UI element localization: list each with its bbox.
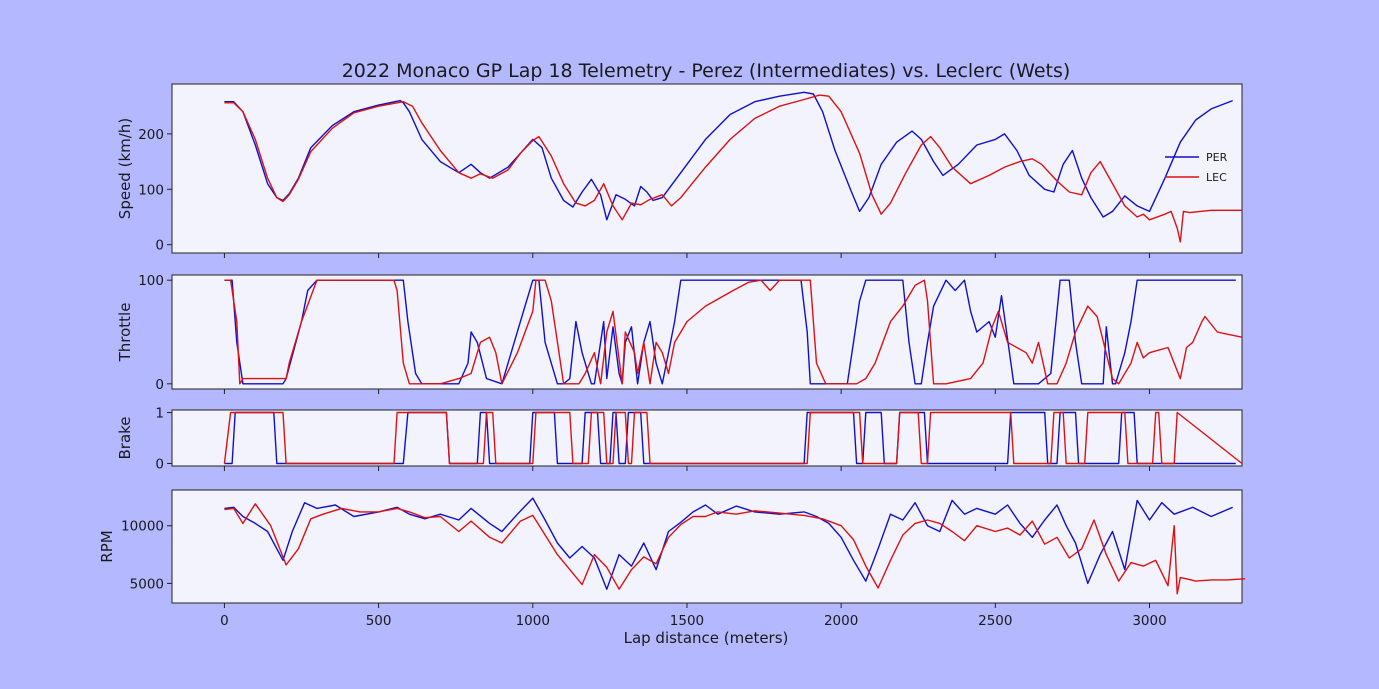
x-tick-label: 500 [366, 613, 392, 629]
panel-frame [171, 489, 1243, 604]
series-line-per [224, 411, 1236, 465]
x-tick-label: 1500 [670, 613, 704, 629]
y-axis-label: RPM [98, 530, 116, 562]
panel-frame [171, 409, 1243, 467]
y-tick-label: 100 [138, 273, 164, 289]
y-axis-label: Brake [116, 416, 134, 459]
panel-3: 5000 10000 0 500 1000 1500 2000 2500 3000 RPM [98, 489, 1246, 629]
series-line-lec [224, 503, 1246, 595]
y-tick-label: 0 [155, 377, 164, 393]
panel-frame [171, 274, 1243, 390]
x-tick-label: 3000 [1132, 613, 1166, 629]
x-tick-label: 2000 [824, 613, 858, 629]
series-line-per [224, 279, 1236, 385]
x-tick-label: 1000 [516, 613, 550, 629]
legend-label-lec: LEC [1206, 171, 1227, 184]
panel-frame [171, 83, 1243, 254]
y-tick-label: 10000 [121, 519, 164, 535]
x-axis-label: Lap distance (meters) [624, 629, 789, 647]
legend-label-per: PER [1206, 151, 1228, 164]
y-tick-label: 0 [155, 456, 164, 472]
panel-2: 0 1 Brake [116, 406, 1243, 472]
y-tick-label: 5000 [130, 576, 164, 592]
chart-title: 2022 Monaco GP Lap 18 Telemetry - Perez … [342, 60, 1071, 82]
y-tick-label: 0 [155, 238, 164, 254]
x-tick-label: 0 [220, 613, 229, 629]
series-line-lec [224, 94, 1242, 243]
series-line-lec [223, 411, 1243, 465]
y-tick-label: 100 [138, 182, 164, 198]
y-axis-label: Throttle [116, 303, 134, 363]
y-tick-label: 1 [155, 406, 164, 422]
series-line-per [224, 91, 1233, 221]
legend: PER LEC [1165, 151, 1228, 184]
series-line-lec [224, 279, 1243, 385]
x-tick-label: 2500 [978, 613, 1012, 629]
y-axis-label: Speed (km/h) [116, 118, 134, 219]
y-tick-label: 200 [138, 127, 164, 143]
